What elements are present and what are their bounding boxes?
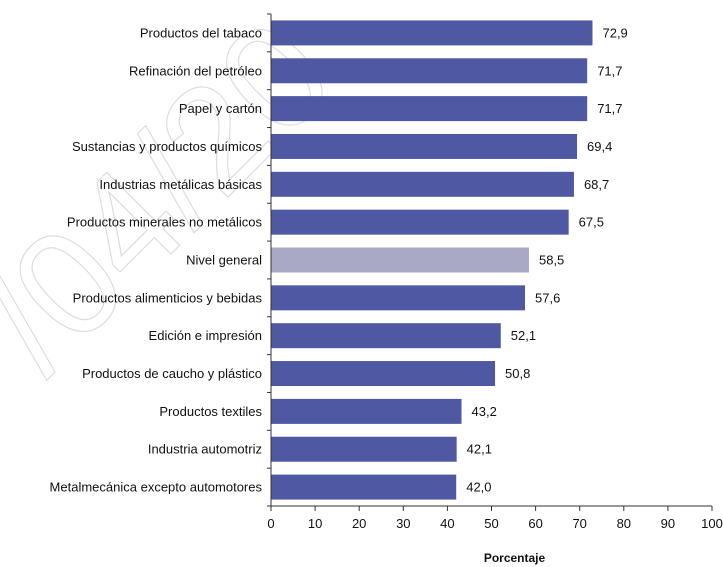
bar-0 bbox=[271, 20, 593, 46]
x-ticks: 0 10 20 30 40 50 60 70 80 90 100 bbox=[267, 506, 723, 531]
value-label: 68,7 bbox=[584, 177, 609, 192]
x-tick-label: 90 bbox=[661, 516, 675, 531]
x-tick-label: 100 bbox=[701, 516, 723, 531]
value-label: 42,0 bbox=[466, 480, 491, 495]
category-label: Refinación del petróleo bbox=[129, 63, 262, 78]
value-label: 67,5 bbox=[579, 215, 604, 230]
category-label: Industrias metálicas básicas bbox=[99, 177, 262, 192]
value-label: 71,7 bbox=[597, 101, 622, 116]
x-tick-label: 10 bbox=[308, 516, 322, 531]
value-label: 71,7 bbox=[597, 63, 622, 78]
bar-4 bbox=[271, 171, 574, 197]
x-tick-label: 30 bbox=[396, 516, 410, 531]
x-tick-label: 40 bbox=[440, 516, 454, 531]
value-label: 57,6 bbox=[535, 290, 560, 305]
value-label: 58,5 bbox=[539, 253, 564, 268]
value-label: 72,9 bbox=[602, 25, 627, 40]
category-label: Industria automotriz bbox=[148, 442, 262, 457]
bar-11 bbox=[271, 436, 457, 462]
category-label: Papel y cartón bbox=[179, 101, 262, 116]
category-label: Metalmecánica excepto automotores bbox=[50, 480, 263, 495]
x-tick-label: 60 bbox=[528, 516, 542, 531]
bar-5 bbox=[271, 209, 569, 235]
x-axis-label: Porcentaje bbox=[484, 551, 546, 565]
category-label: Productos del tabaco bbox=[140, 25, 262, 40]
bar-8 bbox=[271, 323, 501, 349]
category-label: Productos minerales no metálicos bbox=[67, 215, 263, 230]
value-label: 42,1 bbox=[467, 442, 492, 457]
x-tick-label: 70 bbox=[572, 516, 586, 531]
bar-9 bbox=[271, 361, 496, 387]
bar-3 bbox=[271, 133, 578, 159]
x-tick-label: 20 bbox=[352, 516, 366, 531]
bar-12 bbox=[271, 474, 457, 500]
bars-group bbox=[271, 20, 593, 500]
bar-7 bbox=[271, 285, 526, 311]
x-tick-label: 0 bbox=[267, 516, 274, 531]
category-label: Productos de caucho y plástico bbox=[82, 366, 262, 381]
value-labels: 72,9 71,7 71,7 69,4 68,7 67,5 58,5 57,6 52,1 50,8… bbox=[466, 25, 628, 494]
category-label: Sustancias y productos químicos bbox=[72, 139, 263, 154]
category-labels: Productos del tabaco Refinación del petró… bbox=[50, 25, 263, 494]
bar-10 bbox=[271, 398, 462, 424]
x-tick-label: 50 bbox=[484, 516, 498, 531]
value-label: 43,2 bbox=[472, 404, 497, 419]
value-label: 50,8 bbox=[505, 366, 530, 381]
bar-1 bbox=[271, 58, 588, 84]
category-label: Productos textiles bbox=[159, 404, 262, 419]
bar-2 bbox=[271, 96, 588, 122]
value-label: 52,1 bbox=[511, 328, 536, 343]
category-label: Productos alimenticios y bebidas bbox=[73, 290, 263, 305]
x-tick-label: 80 bbox=[617, 516, 631, 531]
category-label: Nivel general bbox=[186, 253, 262, 268]
bar-6 bbox=[271, 247, 529, 273]
category-label: Edición e impresión bbox=[149, 328, 262, 343]
value-label: 69,4 bbox=[587, 139, 612, 154]
